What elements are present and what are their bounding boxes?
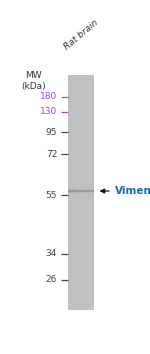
Bar bbox=[82, 188, 84, 194]
Text: MW
(kDa): MW (kDa) bbox=[22, 71, 46, 91]
Text: 34: 34 bbox=[46, 249, 57, 258]
Text: 130: 130 bbox=[40, 108, 57, 116]
Bar bbox=[72, 188, 73, 194]
Bar bbox=[85, 188, 86, 194]
Bar bbox=[92, 188, 93, 194]
Bar bbox=[68, 75, 94, 310]
Bar bbox=[78, 188, 80, 194]
Text: 26: 26 bbox=[46, 275, 57, 284]
Bar bbox=[86, 188, 88, 194]
Bar bbox=[88, 188, 89, 194]
Bar bbox=[93, 188, 94, 194]
Text: Vimentin: Vimentin bbox=[115, 186, 150, 196]
Bar bbox=[80, 188, 81, 194]
Bar bbox=[77, 188, 78, 194]
Bar bbox=[69, 188, 70, 194]
Bar bbox=[81, 188, 82, 194]
Bar bbox=[68, 188, 69, 194]
Bar bbox=[70, 188, 72, 194]
Bar bbox=[89, 188, 90, 194]
Text: 180: 180 bbox=[40, 92, 57, 102]
Text: 72: 72 bbox=[46, 150, 57, 159]
Text: 95: 95 bbox=[46, 128, 57, 137]
Bar bbox=[73, 188, 74, 194]
Text: 55: 55 bbox=[46, 190, 57, 200]
Bar bbox=[90, 188, 92, 194]
Text: Rat brain: Rat brain bbox=[62, 18, 100, 52]
Bar bbox=[76, 188, 77, 194]
Bar bbox=[84, 188, 85, 194]
Bar bbox=[74, 188, 76, 194]
